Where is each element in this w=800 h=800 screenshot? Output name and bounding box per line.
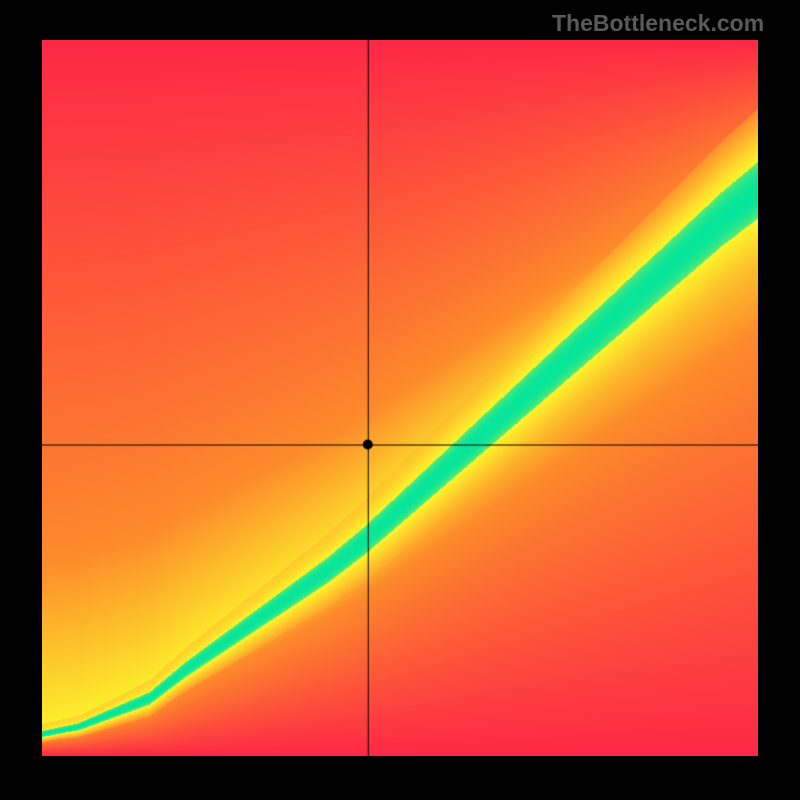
heatmap-canvas: [42, 40, 758, 756]
chart-container: TheBottleneck.com: [0, 0, 800, 800]
watermark-text: TheBottleneck.com: [552, 10, 764, 37]
chart-area: [42, 40, 758, 756]
